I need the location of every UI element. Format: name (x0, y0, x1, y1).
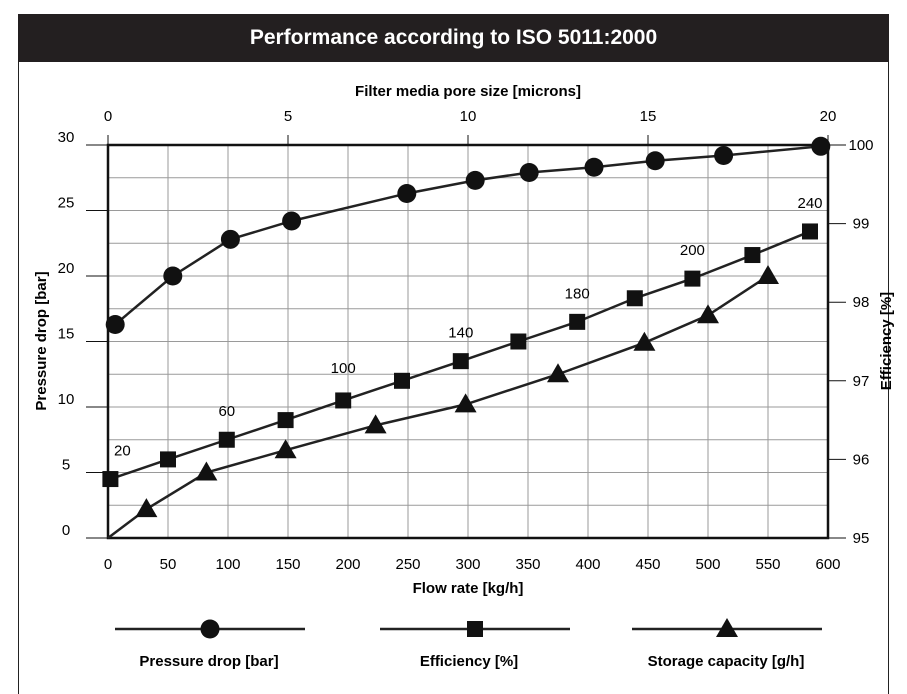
data-label: 180 (565, 285, 590, 302)
data-point-square (335, 392, 352, 409)
y2-tick-label: 98 (853, 294, 870, 311)
data-point-square (394, 372, 410, 389)
x-tick-label: 350 (515, 556, 540, 573)
data-point-circle (397, 183, 417, 203)
y2-tick-label: 100 (848, 137, 873, 154)
legend-label: Efficiency [%] (420, 653, 518, 670)
data-point-triangle (195, 461, 218, 481)
y-tick-label: 10 (58, 391, 75, 408)
legend-label: Pressure drop [bar] (139, 653, 278, 670)
data-point-square (802, 223, 818, 240)
y-tick-label: 25 (58, 195, 75, 212)
data-point-square (744, 247, 761, 264)
x2-tick-label: 10 (460, 108, 477, 125)
y2-tick-label: 97 (853, 373, 870, 390)
y-axis-title: Pressure drop [bar] (33, 271, 50, 410)
data-point-circle (465, 170, 485, 190)
data-point-square (452, 353, 469, 370)
data-point-circle (220, 229, 240, 249)
data-point-circle (105, 314, 125, 334)
data-label: 60 (218, 403, 235, 420)
x-tick-label: 400 (575, 556, 600, 573)
legend-marker-square (467, 621, 483, 637)
x-tick-label: 0 (104, 556, 112, 573)
data-point-triangle (547, 363, 569, 383)
data-point-circle (519, 163, 539, 183)
x2-tick-label: 15 (640, 108, 657, 125)
x-tick-label: 450 (635, 556, 660, 573)
data-point-triangle (633, 331, 656, 351)
y-tick-label: 20 (58, 260, 75, 277)
data-label: 240 (797, 195, 822, 212)
x-tick-label: 50 (160, 556, 177, 573)
y-tick-label: 15 (58, 326, 75, 343)
data-point-circle (282, 211, 302, 231)
x-tick-label: 300 (455, 556, 480, 573)
y2-tick-label: 96 (853, 451, 870, 468)
data-label: 140 (448, 325, 473, 342)
data-point-circle (163, 266, 183, 286)
chart-title: Performance according to ISO 5011:2000 (249, 26, 658, 49)
y-tick-label: 0 (62, 522, 70, 539)
x2-tick-label: 20 (820, 108, 837, 125)
series-line-triangle (107, 274, 769, 539)
data-point-circle (811, 136, 831, 156)
data-point-square (160, 451, 176, 468)
title-bar: Performance according to ISO 5011:2000 (18, 14, 889, 62)
x-tick-label: 600 (815, 556, 840, 573)
data-point-circle (584, 157, 604, 177)
chart-frame (18, 14, 889, 694)
data-point-square (218, 431, 235, 448)
x-tick-label: 250 (395, 556, 420, 573)
data-point-square (684, 270, 701, 287)
data-point-triangle (135, 498, 158, 518)
data-point-square (626, 290, 643, 307)
data-label: 20 (114, 442, 131, 459)
data-point-square (277, 412, 294, 429)
y-tick-label: 30 (58, 129, 75, 146)
y-tick-label: 5 (62, 457, 70, 474)
y2-axis-title: Efficiency [%] (878, 292, 895, 390)
x-tick-label: 100 (215, 556, 240, 573)
x-tick-label: 150 (275, 556, 300, 573)
x2-tick-label: 5 (284, 108, 292, 125)
data-point-triangle (364, 414, 387, 434)
y2-tick-label: 99 (853, 216, 870, 233)
legend-label: Storage capacity [g/h] (648, 653, 805, 670)
x2-tick-label: 0 (104, 108, 112, 125)
data-label: 200 (680, 242, 705, 259)
legend-marker-triangle (716, 618, 738, 637)
data-point-square (510, 333, 527, 350)
data-point-triangle (274, 439, 297, 459)
data-point-triangle (697, 304, 719, 324)
data-point-square (102, 471, 119, 488)
data-label: 100 (331, 360, 356, 377)
legend-marker-circle (200, 619, 220, 639)
data-point-circle (714, 145, 734, 165)
data-point-triangle (757, 265, 779, 284)
y2-tick-label: 95 (853, 530, 870, 547)
data-point-square (569, 313, 586, 330)
x-tick-label: 500 (695, 556, 720, 573)
x-axis-title: Flow rate [kg/h] (413, 580, 524, 597)
x2-axis-title: Filter media pore size [microns] (355, 83, 581, 100)
x-tick-label: 200 (335, 556, 360, 573)
data-point-triangle (454, 393, 477, 413)
data-point-circle (645, 151, 665, 171)
x-tick-label: 550 (755, 556, 780, 573)
